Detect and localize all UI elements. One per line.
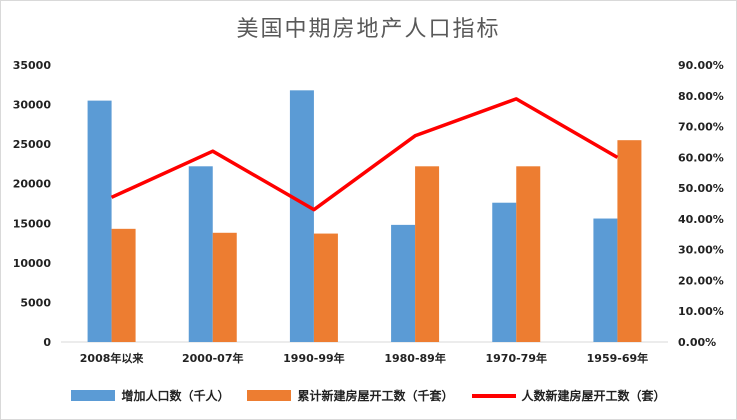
y-left-tick-label: 10000 — [13, 257, 52, 270]
bar-population — [188, 166, 213, 342]
y-right-tick-label: 90.00% — [678, 59, 724, 72]
bar-population — [87, 100, 112, 342]
legend-label-housing: 累计新建房屋开工数（千套） — [297, 389, 454, 403]
bar-population — [492, 202, 517, 342]
y-left-tick-label: 30000 — [13, 99, 52, 112]
y-right-tick-label: 0.00% — [678, 336, 716, 349]
y-right-tick-label: 30.00% — [678, 244, 724, 257]
y-right-tick-label: 70.00% — [678, 121, 724, 134]
y-left-tick-label: 15000 — [13, 217, 52, 230]
bar-population — [289, 90, 314, 342]
legend-swatch-blue — [71, 390, 116, 401]
x-category-label: 1990-99年 — [283, 351, 345, 365]
y-left-tick-label: 0 — [43, 336, 51, 349]
x-category-label: 1980-89年 — [384, 351, 446, 365]
legend: 增加人口数（千人） 累计新建房屋开工数（千套） 人数新建房屋开工数（套） — [1, 387, 736, 404]
y-right-tick-label: 40.00% — [678, 213, 724, 226]
y-left-tick-label: 35000 — [13, 59, 52, 72]
ratio-line — [110, 97, 619, 212]
y-right-tick-label: 60.00% — [678, 151, 724, 164]
legend-label-population: 增加人口数（千人） — [121, 389, 230, 403]
y-left-tick-label: 25000 — [13, 138, 52, 151]
bar-population — [593, 218, 618, 342]
legend-item-ratio: 人数新建房屋开工数（套） — [471, 387, 666, 404]
bar-housing — [516, 166, 541, 342]
y-right-tick-label: 50.00% — [678, 182, 724, 195]
bar-housing — [313, 233, 338, 342]
legend-label-ratio: 人数新建房屋开工数（套） — [521, 389, 666, 403]
legend-swatch-orange — [247, 390, 292, 401]
y-left-tick-label: 5000 — [20, 296, 51, 309]
y-left-tick-label: 20000 — [13, 178, 52, 191]
bars — [87, 90, 642, 342]
bar-housing — [617, 140, 642, 342]
legend-item-population: 增加人口数（千人） — [71, 387, 229, 404]
bar-housing — [212, 232, 237, 342]
x-category-label: 1970-79年 — [486, 351, 548, 365]
chart-title: 美国中期房地产人口指标 — [236, 17, 501, 42]
y-right-tick-label: 10.00% — [678, 305, 724, 318]
y-right-tick-label: 20.00% — [678, 274, 724, 287]
axis-labels: 0 5000 10000 15000 20000 25000 30000 35000 0.00%… — [13, 59, 724, 365]
bar-housing — [111, 228, 136, 342]
legend-swatch-red-line — [471, 393, 516, 398]
legend-item-housing: 累计新建房屋开工数（千套） — [247, 387, 454, 404]
x-category-label: 2000-07年 — [182, 351, 244, 365]
x-category-label: 2008年以来 — [80, 351, 145, 365]
x-category-label: 1959-69年 — [587, 351, 649, 365]
bar-housing — [415, 166, 440, 342]
line-series-ratio — [110, 97, 619, 212]
bar-population — [391, 224, 416, 342]
y-right-tick-label: 80.00% — [678, 90, 724, 103]
